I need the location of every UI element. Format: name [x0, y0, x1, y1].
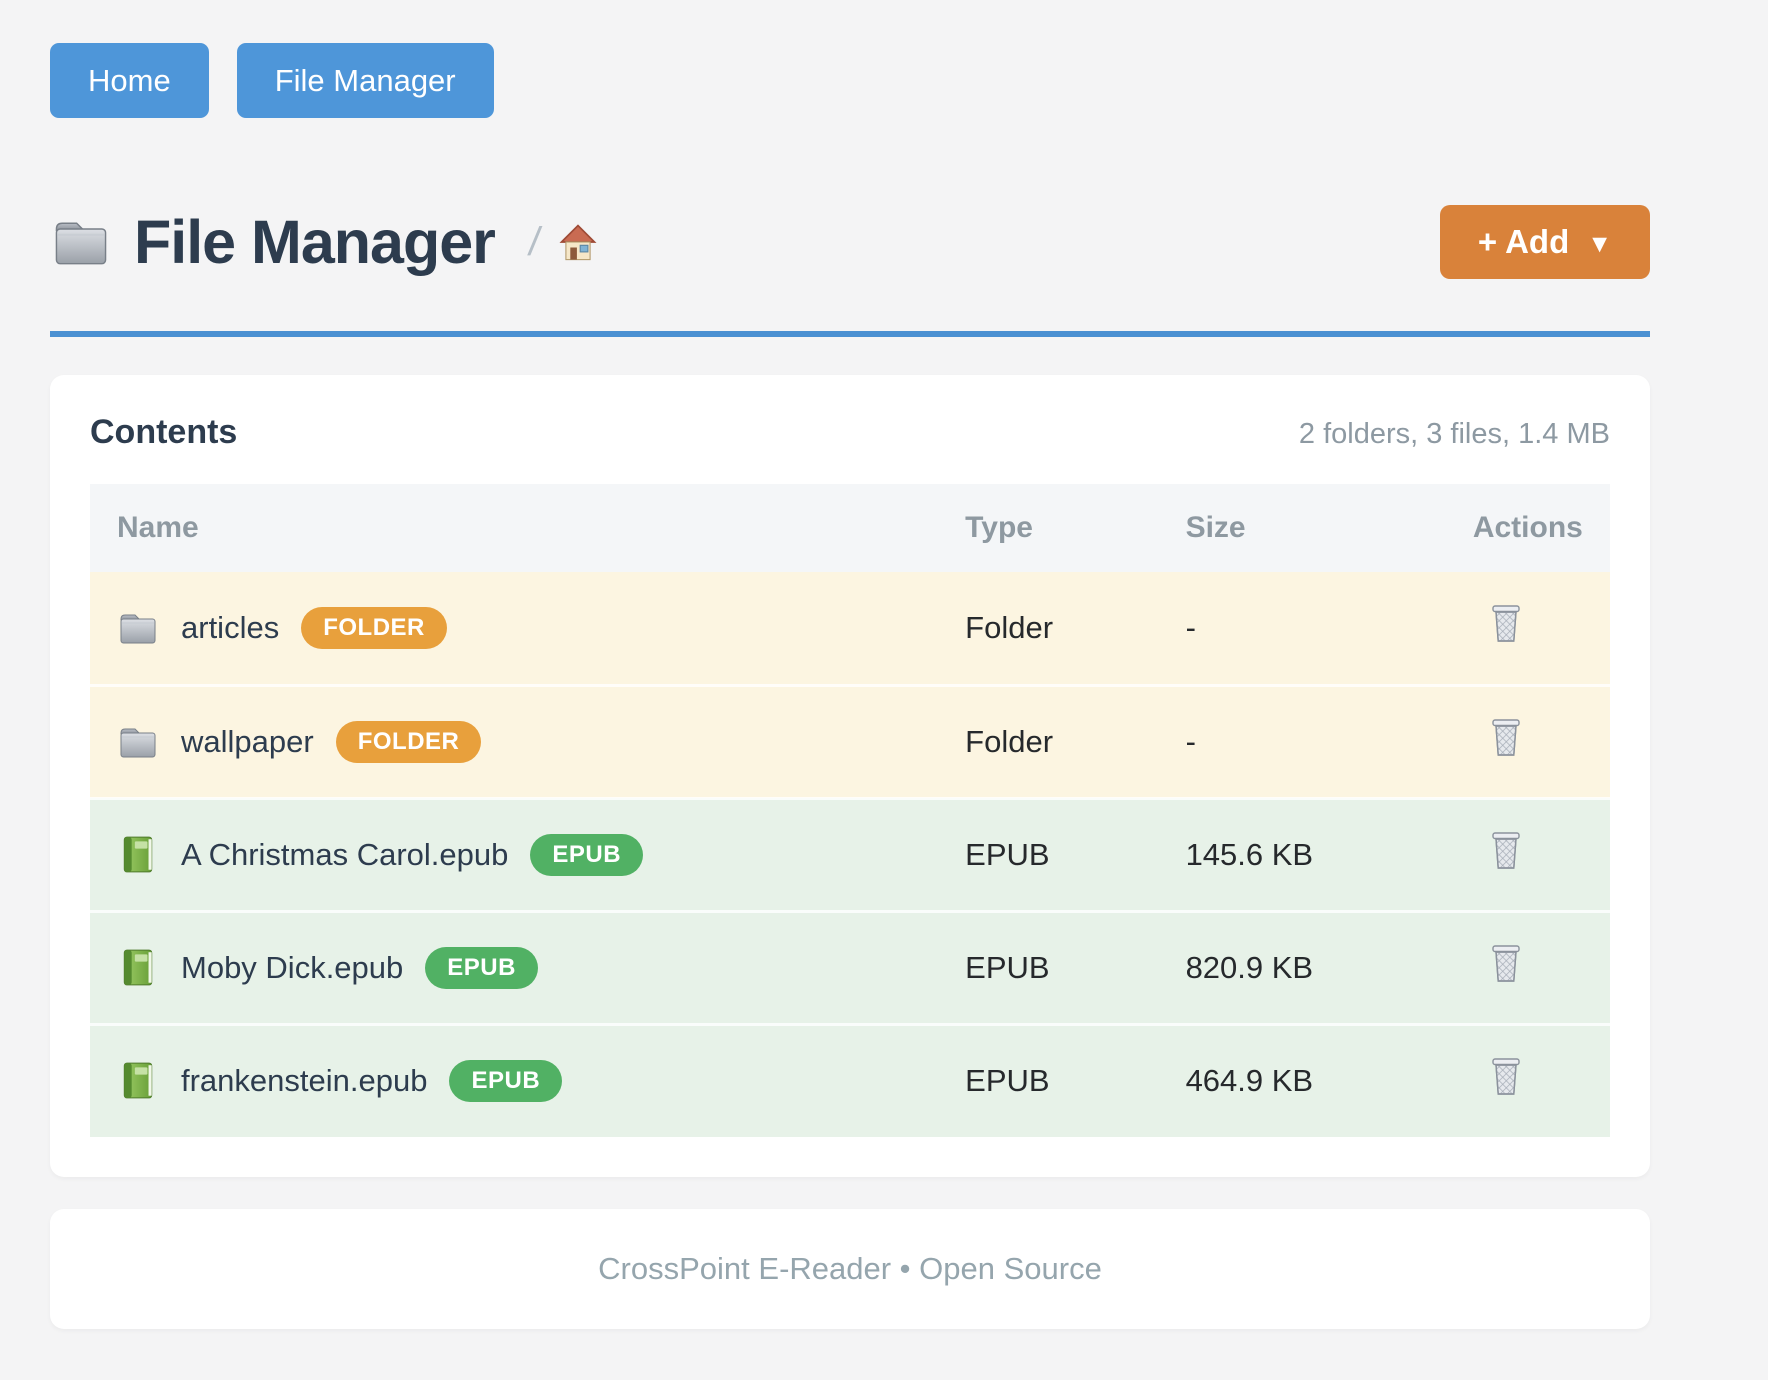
add-button[interactable]: + Add ▼ [1439, 205, 1650, 279]
folder-icon [120, 727, 156, 758]
contents-card: Contents 2 folders, 3 files, 1.4 MB Name… [50, 375, 1650, 1177]
delete-button[interactable] [1487, 830, 1525, 872]
type-cell: EPUB [938, 1022, 1159, 1137]
column-header-type: Type [938, 484, 1159, 572]
table-row: articles FOLDER Folder - [90, 572, 1610, 685]
book-icon [123, 836, 153, 872]
title-divider [50, 331, 1650, 337]
file-link[interactable]: Moby Dick.epub [181, 949, 404, 985]
footer-text: CrossPoint E-Reader • Open Source [598, 1251, 1102, 1286]
folder-icon [120, 614, 156, 644]
book-icon [123, 949, 153, 985]
file-table: Name Type Size Actions articles FOLDER [90, 484, 1610, 1137]
chevron-down-icon: ▼ [1587, 229, 1612, 258]
epub-badge: EPUB [449, 1060, 563, 1103]
house-icon[interactable] [556, 220, 600, 264]
table-row: A Christmas Carol.epub EPUB EPUB 145.6 K… [90, 796, 1610, 911]
folder-badge: FOLDER [301, 606, 447, 649]
column-header-actions: Actions [1445, 484, 1610, 572]
book-icon [123, 1062, 153, 1099]
type-cell: EPUB [938, 796, 1159, 911]
top-nav: Home File Manager [50, 43, 1650, 118]
epub-badge: EPUB [530, 833, 644, 876]
table-row: Moby Dick.epub EPUB EPUB 820.9 KB [90, 909, 1610, 1024]
size-cell: 464.9 KB [1158, 1022, 1446, 1137]
size-cell: 820.9 KB [1158, 909, 1446, 1024]
table-row: frankenstein.epub EPUB EPUB 464.9 KB [90, 1022, 1610, 1137]
folder-badge: FOLDER [335, 720, 482, 763]
delete-button[interactable] [1487, 603, 1525, 645]
table-row: wallpaper FOLDER Folder - [90, 683, 1610, 798]
home-button[interactable]: Home [50, 43, 209, 118]
page-header: File Manager / + Add ▼ [50, 200, 1650, 284]
trash-icon [1492, 944, 1520, 982]
epub-badge: EPUB [425, 946, 538, 989]
type-cell: EPUB [938, 909, 1159, 1024]
file-manager-button[interactable]: File Manager [236, 43, 494, 118]
type-cell: Folder [938, 683, 1159, 798]
delete-button[interactable] [1487, 943, 1525, 985]
breadcrumb: / [525, 219, 600, 265]
add-button-label: + Add [1477, 223, 1570, 260]
column-header-name: Name [90, 484, 939, 572]
delete-button[interactable] [1487, 717, 1525, 759]
footer: CrossPoint E-Reader • Open Source [50, 1209, 1650, 1329]
folder-icon [55, 222, 107, 265]
type-cell: Folder [938, 572, 1159, 685]
column-header-size: Size [1158, 484, 1446, 572]
table-header-row: Name Type Size Actions [90, 484, 1610, 572]
trash-icon [1492, 718, 1520, 756]
size-cell: - [1158, 572, 1446, 685]
size-cell: - [1158, 683, 1446, 798]
trash-icon [1492, 605, 1520, 642]
card-title: Contents [90, 413, 238, 451]
delete-button[interactable] [1487, 1056, 1525, 1098]
contents-summary: 2 folders, 3 files, 1.4 MB [1298, 418, 1610, 450]
file-link[interactable]: frankenstein.epub [181, 1063, 428, 1099]
folder-link[interactable]: wallpaper [181, 723, 314, 759]
file-link[interactable]: A Christmas Carol.epub [181, 836, 509, 872]
contents-card-header: Contents 2 folders, 3 files, 1.4 MB [90, 413, 1610, 452]
page-title: File Manager [134, 208, 496, 276]
page: Home File Manager File Manager / + Add ▼… [50, 43, 1650, 1329]
size-cell: 145.6 KB [1158, 796, 1446, 911]
folder-link[interactable]: articles [181, 609, 280, 645]
breadcrumb-separator: / [525, 219, 544, 264]
trash-icon [1492, 1058, 1520, 1095]
trash-icon [1492, 831, 1520, 869]
